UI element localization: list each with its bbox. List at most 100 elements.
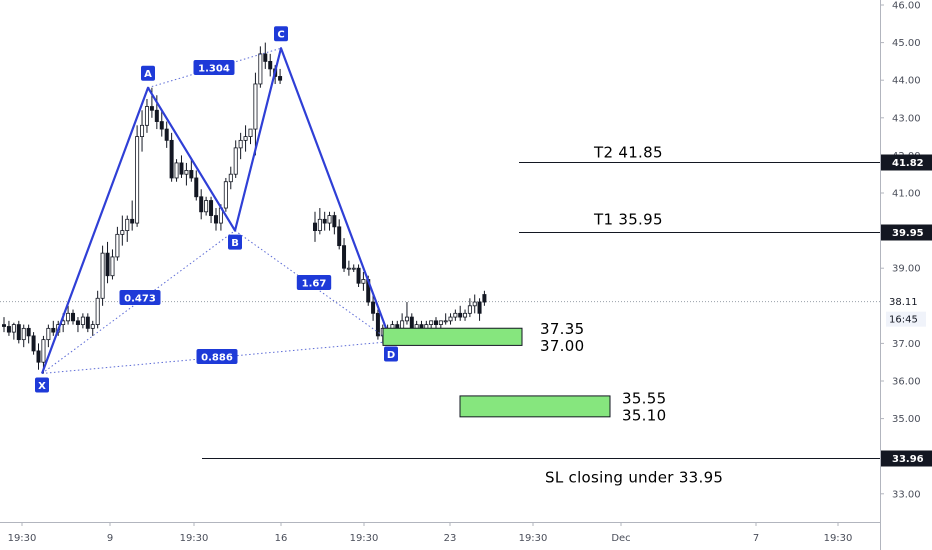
point-badge-x[interactable]	[35, 377, 49, 393]
current-time-label: 16:45	[889, 315, 918, 326]
current-time-tag	[886, 311, 926, 327]
y-tick-label: 39.00	[892, 264, 921, 275]
candle-body-up	[472, 301, 477, 307]
candle	[90, 320, 95, 336]
candle-body-up	[429, 320, 434, 325]
ratio-badge[interactable]	[119, 290, 161, 305]
candle	[317, 208, 322, 235]
candle	[110, 249, 115, 280]
y-tick-label: 33.00	[892, 489, 921, 500]
candle-body-down	[209, 200, 214, 216]
level-price-tag	[881, 224, 932, 241]
y-tick-label: 37.00	[892, 339, 921, 350]
point-badge-b[interactable]	[228, 234, 242, 250]
point-badge-d[interactable]	[384, 346, 398, 362]
candle	[463, 309, 468, 321]
candle	[371, 294, 376, 321]
candle-body-up	[204, 200, 209, 213]
candle-body-up	[21, 327, 26, 341]
candle	[351, 264, 356, 272]
candle-body-up	[90, 324, 95, 329]
candle-body-up	[317, 218, 322, 232]
candle	[346, 260, 351, 276]
candle-body-down	[477, 301, 482, 314]
point-badge-a[interactable]	[141, 65, 155, 81]
candle	[71, 309, 76, 325]
candle-body-down	[71, 312, 76, 322]
x-tick-label: 7	[753, 533, 759, 544]
candle	[223, 177, 228, 212]
candle-body-up	[233, 147, 238, 175]
ratio-label: 0.473	[124, 294, 156, 305]
candle	[135, 125, 140, 227]
candle-body-up	[400, 320, 405, 329]
point-label-b: B	[231, 238, 239, 249]
candle-body-up	[253, 83, 258, 130]
zone-box[interactable]	[382, 327, 523, 346]
candle-body-up	[238, 139, 243, 149]
candle-body-down	[2, 324, 7, 327]
point-badge-c[interactable]	[274, 26, 288, 42]
candle-body-up	[467, 305, 472, 314]
ratio-badge[interactable]	[196, 349, 238, 364]
candle-body-up	[95, 297, 100, 325]
zone-label-top: 35.55	[622, 389, 666, 407]
candle-body-down	[263, 53, 268, 62]
x-tick-label: Dec	[611, 533, 630, 544]
candle	[179, 155, 184, 178]
candle	[248, 128, 253, 145]
candle-body-down	[409, 316, 414, 329]
ratio-badge[interactable]	[193, 60, 235, 75]
candle	[85, 313, 90, 333]
candle-body-down	[458, 312, 463, 318]
zone-box[interactable]	[459, 395, 611, 418]
candle-body-down	[159, 121, 164, 130]
candle-body-down	[51, 327, 56, 333]
candle-body-down	[332, 215, 337, 228]
pattern-legs	[40, 47, 393, 374]
y-tick-label: 35.00	[892, 414, 921, 425]
candle-body-down	[312, 222, 317, 232]
candle-body-up	[144, 106, 149, 126]
level-annotation: SL closing under 33.95	[545, 469, 723, 487]
point-label-d: D	[387, 350, 395, 361]
candle-body-up	[41, 339, 46, 363]
candle	[66, 305, 71, 325]
candle-body-up	[327, 215, 332, 224]
candle-body-down	[199, 196, 204, 213]
candle-body-up	[448, 316, 453, 322]
candle	[337, 219, 342, 250]
candle-body-down	[6, 326, 11, 333]
candle	[31, 332, 36, 355]
candle	[159, 110, 164, 137]
candle	[130, 200, 135, 231]
candle-body-down	[268, 61, 273, 70]
level-price-tag	[881, 450, 932, 467]
candle	[125, 215, 130, 242]
candle	[144, 99, 149, 133]
candle-body-down	[322, 218, 327, 224]
candle-body-down	[342, 245, 347, 269]
candle	[213, 208, 218, 231]
candle-body-down	[482, 294, 487, 303]
candle-body-up	[258, 53, 263, 85]
candle-body-up	[110, 256, 115, 277]
candle-body-down	[105, 252, 110, 277]
candle	[16, 320, 21, 344]
candle-body-up	[120, 230, 125, 235]
candle	[75, 317, 80, 333]
candle-body-down	[179, 162, 184, 175]
candle	[342, 238, 347, 272]
candle	[268, 53, 273, 77]
point-label-x: X	[38, 381, 46, 392]
x-tick-label: 19:30	[824, 533, 853, 544]
ratio-badge[interactable]	[296, 275, 332, 290]
candle-body-up	[100, 252, 105, 299]
candle	[105, 241, 110, 284]
candle	[327, 211, 332, 231]
x-tick-label: 19:30	[350, 533, 379, 544]
candle	[433, 317, 438, 329]
candle-body-down	[375, 312, 380, 337]
